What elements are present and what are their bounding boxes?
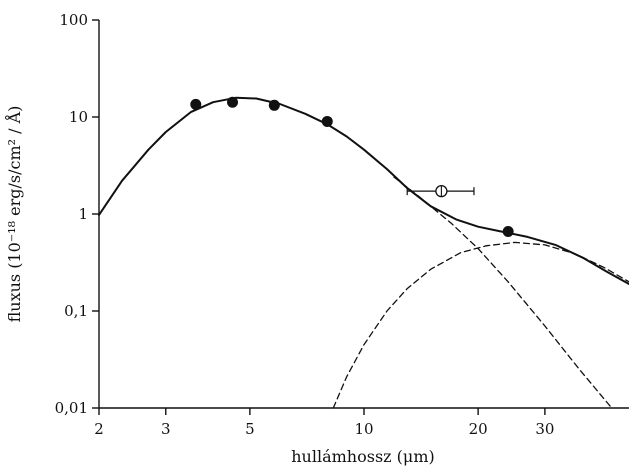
- x-tick-label: 2: [94, 420, 104, 438]
- x-tick-label: 30: [535, 420, 554, 438]
- y-tick-label: 10: [69, 108, 88, 126]
- x-axis-label: hullámhossz (μm): [291, 447, 434, 466]
- x-tick-label: 5: [245, 420, 255, 438]
- filled-data-point: [321, 115, 333, 127]
- x-tick-label: 20: [469, 420, 488, 438]
- model-curves: [98, 96, 629, 409]
- axes: 0,01 0,1 1 10 100 2 3 5 10 20 30: [55, 11, 629, 438]
- filled-data-point: [190, 98, 202, 110]
- y-tick-label: 100: [59, 11, 88, 29]
- filled-data-point: [268, 99, 280, 111]
- filled-data-point: [502, 226, 514, 238]
- model-total-line: [98, 96, 629, 285]
- x-tick-label: 10: [354, 420, 373, 438]
- y-axis-label: fluxus (10⁻¹⁸ erg/s/cm² / Å): [4, 106, 24, 323]
- model-component-1-dashed-line: [393, 176, 613, 409]
- y-tick-label: 0,01: [55, 399, 88, 417]
- filled-data-point: [227, 96, 239, 108]
- y-tick-label: 0,1: [64, 302, 88, 320]
- model-component-2-dashed-line: [332, 241, 629, 409]
- y-tick-label: 1: [78, 205, 88, 223]
- data-points: [190, 96, 514, 238]
- x-tick-label: 3: [161, 420, 171, 438]
